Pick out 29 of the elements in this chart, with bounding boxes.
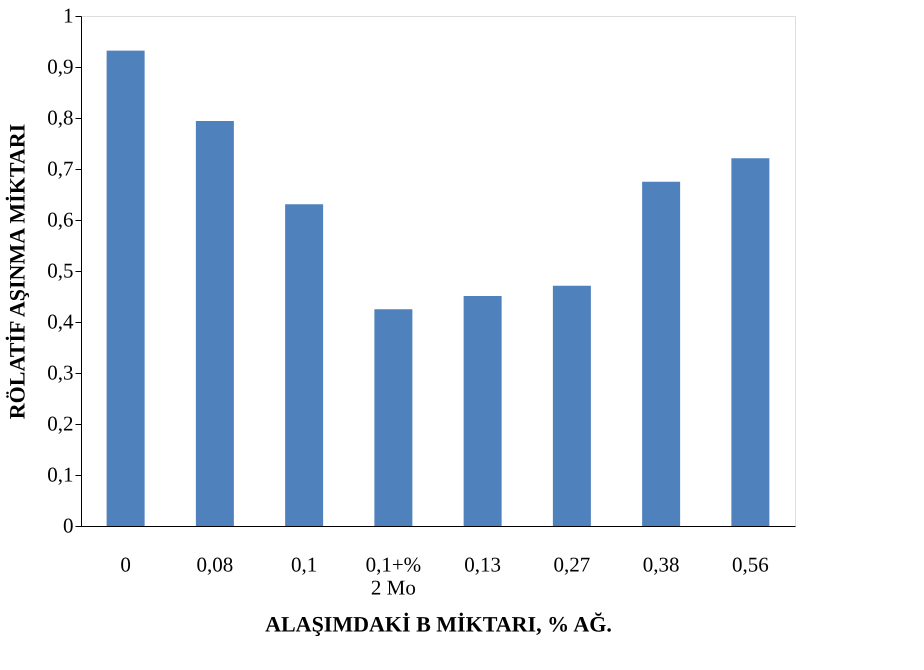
y-tick-label: 0,2 xyxy=(47,412,74,436)
bar xyxy=(285,204,324,526)
x-tick-label: 0,13 xyxy=(464,552,501,576)
y-tick-label: 0,5 xyxy=(47,258,74,282)
bar xyxy=(552,286,591,526)
y-tick-label: 0,7 xyxy=(47,156,74,180)
y-tick-label: 0,8 xyxy=(47,106,74,130)
bar xyxy=(196,121,234,526)
y-tick-label: 1 xyxy=(63,4,74,28)
y-tick-label: 0 xyxy=(63,514,74,538)
x-tick-label: 0,56 xyxy=(732,552,769,576)
x-tick-label: 0,38 xyxy=(642,552,680,576)
bar xyxy=(374,309,412,526)
x-axis-title: ALAŞIMDAKİ B MİKTARI, % AĞ. xyxy=(265,612,612,636)
x-tick-label: 0,1 xyxy=(291,552,318,576)
x-tick-label: 0 xyxy=(120,552,131,576)
y-tick-label: 0,9 xyxy=(47,54,74,78)
y-tick-label: 0,4 xyxy=(47,310,74,334)
bar xyxy=(106,50,145,526)
bar xyxy=(464,296,502,526)
x-tick-label: 0,08 xyxy=(196,552,234,576)
y-axis-title: RÖLATİF AŞINMA MİKTARI xyxy=(4,124,30,420)
bar xyxy=(642,182,680,526)
y-tick-label: 0,1 xyxy=(47,462,74,486)
x-tick-label: 0,27 xyxy=(554,552,590,576)
y-tick-label: 0,6 xyxy=(47,208,74,232)
x-tick-label: 0,1+% 2 Mo xyxy=(366,552,422,600)
y-tick-label: 0,3 xyxy=(47,360,74,384)
bar xyxy=(731,158,770,526)
